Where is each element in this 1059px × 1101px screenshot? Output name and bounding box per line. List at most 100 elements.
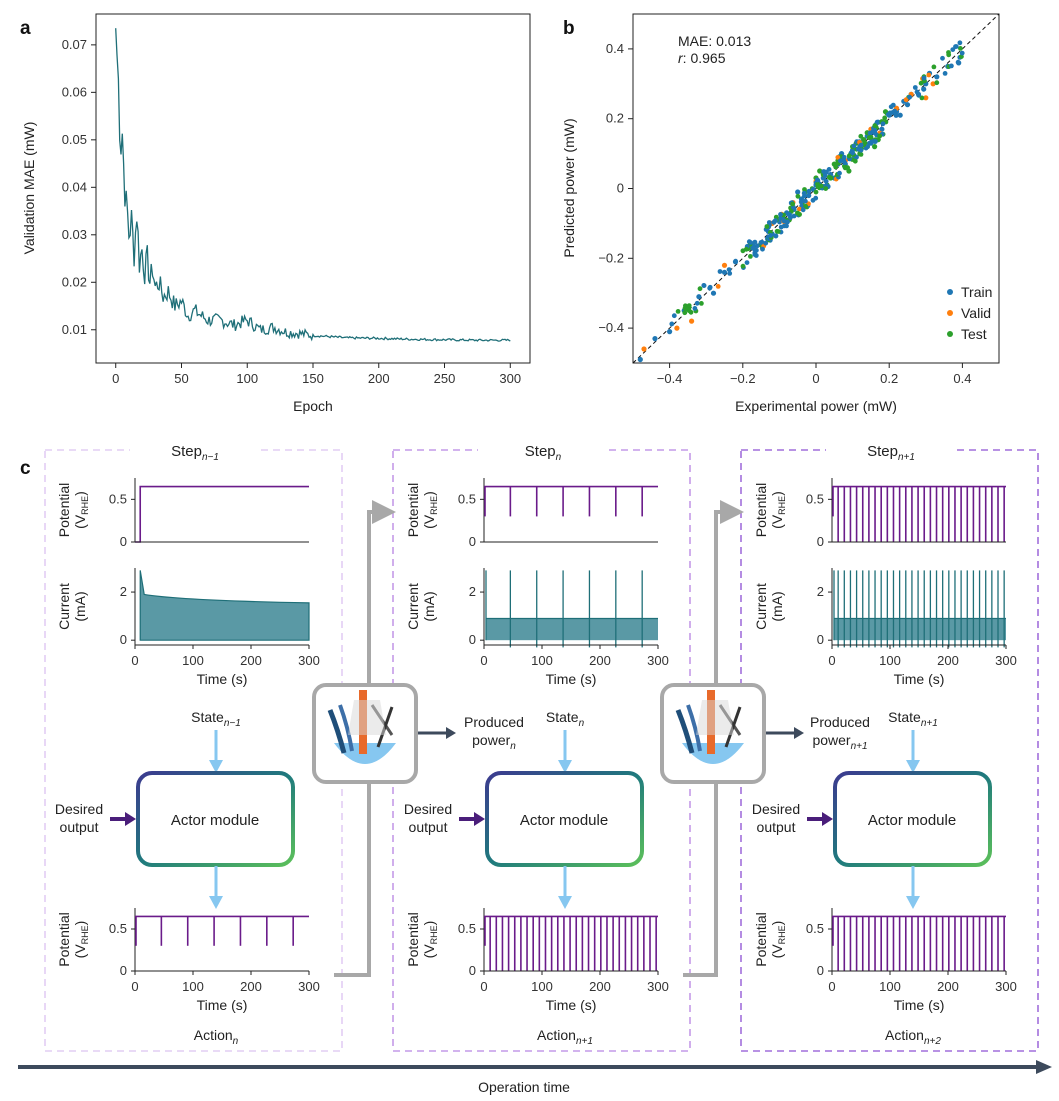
state-arrowhead [906,760,920,773]
state-arrowhead [558,760,572,773]
potential-unit: (VRHE) [769,921,787,959]
point-train [888,104,894,110]
point-test [775,229,781,234]
action-label: Actionn [194,1027,239,1047]
current-ylabel: Current [56,583,72,630]
b-ytick-label: −0.2 [598,250,624,265]
point-test [823,186,829,192]
point-train [907,94,912,100]
mini-ytick-label: 2 [817,584,824,599]
a-xtick-label: 100 [236,371,258,386]
point-train [788,215,793,221]
mini-xtick-label: 100 [531,979,553,994]
panel-c-label: c [20,458,31,479]
point-train [754,243,760,249]
point-train [784,223,789,229]
point-train [897,112,903,118]
point-test [802,187,807,192]
mini-ytick-label: 0 [120,963,127,978]
mini-xtick-label: 200 [240,979,262,994]
mini-ytick-label: 0 [120,632,127,647]
actor-module-box [136,771,295,867]
mini-xlabel: Time (s) [894,997,945,1013]
point-train [855,146,861,152]
mini-xlabel: Time (s) [894,671,945,687]
current-ylabel: Current [753,583,769,630]
point-test [699,301,704,306]
current-unit: (mA) [72,591,88,621]
point-train [733,258,738,264]
legend-train-label: Train [961,284,992,300]
point-test [931,64,937,70]
mini-xtick-label: 300 [298,653,320,668]
point-train [637,356,643,363]
scatter-points [637,40,965,363]
point-train [751,246,757,252]
point-train [667,329,673,335]
step-box-next [740,449,1039,1052]
point-train [707,285,713,291]
legend-test-label: Test [961,326,987,342]
identity-line [632,13,1000,364]
point-test [858,133,864,139]
b-ytick-label: 0.4 [606,41,624,56]
mini-xtick-label: 300 [298,979,320,994]
mini-xtick-label: 200 [937,653,959,668]
step-title-current-text: Stepn [525,443,562,463]
point-train [823,178,829,184]
panel-b-chart: b −0.4 −0.2 0 0.2 0.4 −0.4 −0.2 0 0.2 0.4 MAE: 0… [561,13,1000,414]
b-ytick-label: 0.2 [606,111,624,126]
state-arrowhead [209,760,223,773]
panel-a-chart: a 0.01 0.02 0.03 0.04 0.05 0.06 0.07 0 50 100 150… [20,13,531,414]
mini-ytick-label: 0 [469,632,476,647]
step-box-current [392,449,691,1052]
potential-ylabel: Potential [56,912,72,966]
step-title-next-text: Stepn+1 [867,443,915,463]
mini-xtick-label: 200 [589,979,611,994]
actor-module-label: Actor module [868,812,956,829]
point-train [744,260,750,265]
point-train [768,233,773,238]
point-test [958,46,963,51]
mini-xlabel: Time (s) [197,997,248,1013]
point-train [837,170,842,176]
point-train [893,113,899,118]
point-train [748,240,753,245]
point-test [683,303,688,309]
potential-ylabel: Potential [405,483,421,537]
step-title-prev-text: Stepn−1 [171,443,219,463]
mini-ytick-label: 0 [120,534,127,549]
panel-a-frame [95,13,531,364]
produced-power-n1-line1: Produced [810,714,870,730]
validation-mae-line [115,28,511,342]
state-label: Staten [546,709,585,729]
point-test [872,144,878,150]
b-xtick-label: 0.4 [953,371,971,386]
point-train [795,189,801,195]
point-train [858,142,864,148]
point-train [669,321,675,327]
mini-xtick-label: 100 [879,653,901,668]
actor-module-label: Actor module [520,812,608,829]
desired-output-line2: output [757,819,796,835]
point-train [904,102,911,108]
electrochemical-cell-icon [312,683,418,784]
mini-ytick-label: 0.5 [806,491,824,506]
step-title-current: Stepn [478,440,608,463]
point-train [717,269,723,274]
panel-b-yticks: −0.4 −0.2 0 0.2 0.4 [598,41,633,335]
action-arrowhead [209,896,223,909]
potential-unit: (VRHE) [72,921,90,959]
potential-ylabel: Potential [753,483,769,537]
point-train [778,224,784,230]
mini-xtick-label: 200 [240,653,262,668]
mini-ytick-label: 0.5 [109,921,127,936]
mini-xtick-label: 0 [131,979,138,994]
point-train [800,207,806,213]
step-box-prev [44,449,343,1052]
a-xtick-label: 50 [174,371,188,386]
point-train [953,44,959,49]
mini-xtick-label: 300 [647,979,669,994]
point-train [671,313,677,319]
point-train [727,271,733,276]
